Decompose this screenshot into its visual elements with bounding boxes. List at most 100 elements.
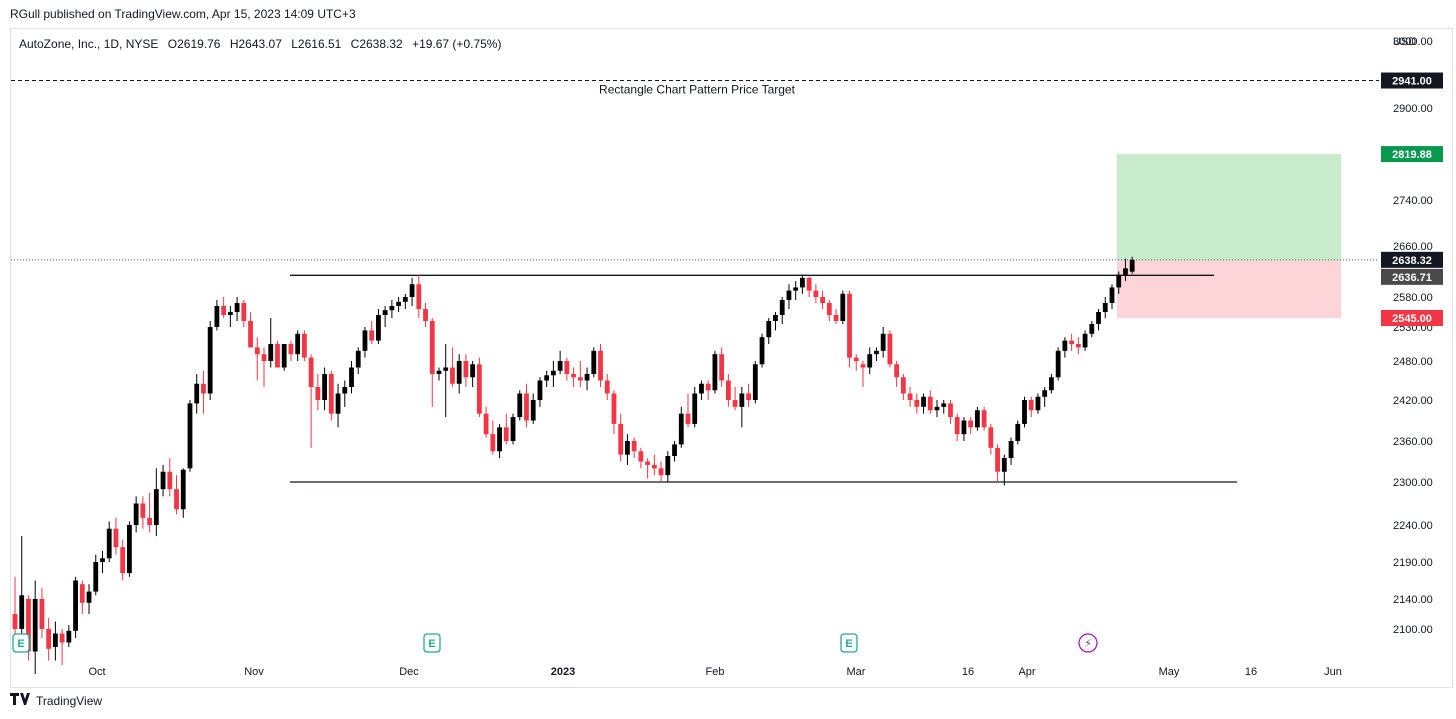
candle-body[interactable] bbox=[672, 444, 677, 457]
candle-body[interactable] bbox=[826, 303, 832, 315]
candle-body[interactable] bbox=[1022, 400, 1027, 424]
candle-body[interactable] bbox=[685, 413, 691, 424]
candle-body[interactable] bbox=[328, 374, 334, 414]
candle-body[interactable] bbox=[12, 614, 18, 629]
candle-body[interactable] bbox=[389, 306, 395, 311]
candle-body[interactable] bbox=[766, 321, 772, 338]
candle-body[interactable] bbox=[1082, 333, 1088, 348]
candle-body[interactable] bbox=[1096, 312, 1101, 324]
candle-body[interactable] bbox=[19, 595, 25, 629]
candle-body[interactable] bbox=[93, 562, 99, 592]
candle-body[interactable] bbox=[631, 441, 637, 452]
candle-body[interactable] bbox=[746, 393, 751, 401]
candle-body[interactable] bbox=[463, 361, 469, 378]
candle-body[interactable] bbox=[867, 354, 873, 368]
candle-body[interactable] bbox=[725, 380, 731, 401]
candle-body[interactable] bbox=[1055, 350, 1061, 378]
candle-body[interactable] bbox=[1015, 423, 1021, 441]
candle-body[interactable] bbox=[887, 333, 893, 365]
candle-body[interactable] bbox=[1035, 396, 1041, 411]
candle-body[interactable] bbox=[732, 400, 738, 407]
candle-body[interactable] bbox=[160, 471, 166, 490]
candle-body[interactable] bbox=[800, 277, 805, 288]
candle-body[interactable] bbox=[153, 489, 159, 525]
candle-body[interactable] bbox=[342, 387, 348, 394]
candle-body[interactable] bbox=[376, 315, 381, 341]
candle-body[interactable] bbox=[147, 517, 152, 525]
candle-body[interactable] bbox=[779, 300, 785, 315]
candle-body[interactable] bbox=[988, 427, 994, 448]
candle-body[interactable] bbox=[26, 599, 31, 652]
earnings-event-icon[interactable] bbox=[840, 633, 858, 653]
candle-body[interactable] bbox=[301, 333, 307, 358]
candle-body[interactable] bbox=[719, 354, 725, 381]
candle-body[interactable] bbox=[853, 357, 859, 361]
candle-body[interactable] bbox=[678, 413, 684, 445]
candle-body[interactable] bbox=[207, 327, 213, 394]
candle-body[interactable] bbox=[584, 374, 590, 381]
candle-body[interactable] bbox=[322, 374, 327, 400]
candle-body[interactable] bbox=[1028, 400, 1034, 411]
candle-body[interactable] bbox=[880, 333, 886, 351]
candle-body[interactable] bbox=[692, 393, 698, 424]
candle-body[interactable] bbox=[1062, 340, 1068, 351]
candle-body[interactable] bbox=[436, 370, 442, 374]
candle-body[interactable] bbox=[1102, 303, 1108, 312]
candle-body[interactable] bbox=[120, 547, 126, 574]
candle-body[interactable] bbox=[201, 383, 206, 394]
candle-body[interactable] bbox=[961, 420, 967, 435]
candle-body[interactable] bbox=[86, 591, 92, 603]
candle-body[interactable] bbox=[611, 393, 617, 424]
candle-body[interactable] bbox=[221, 306, 227, 315]
candle-body[interactable] bbox=[281, 344, 287, 368]
candle-body[interactable] bbox=[396, 301, 402, 306]
candle-body[interactable] bbox=[1069, 340, 1075, 344]
candle-body[interactable] bbox=[79, 584, 85, 603]
candle-body[interactable] bbox=[59, 633, 65, 643]
candle-body[interactable] bbox=[382, 310, 388, 315]
candle-body[interactable] bbox=[315, 387, 321, 400]
earnings-event-icon[interactable] bbox=[12, 633, 30, 653]
candle-body[interactable] bbox=[248, 321, 253, 348]
candle-body[interactable] bbox=[786, 290, 792, 300]
candle-body[interactable] bbox=[995, 447, 1000, 472]
candle-body[interactable] bbox=[456, 361, 462, 384]
candle-body[interactable] bbox=[927, 396, 933, 411]
candle-body[interactable] bbox=[793, 287, 799, 291]
candle-body[interactable] bbox=[833, 315, 839, 321]
candle-body[interactable] bbox=[705, 383, 711, 391]
take-profit-zone[interactable] bbox=[1117, 154, 1341, 261]
candle-body[interactable] bbox=[66, 630, 72, 643]
candle-body[interactable] bbox=[140, 503, 146, 518]
candle-body[interactable] bbox=[638, 451, 644, 462]
candle-body[interactable] bbox=[651, 464, 657, 469]
candle-body[interactable] bbox=[921, 396, 926, 407]
candle-body[interactable] bbox=[759, 337, 765, 365]
candle-body[interactable] bbox=[948, 403, 953, 418]
candle-body[interactable] bbox=[618, 423, 624, 455]
candle-body[interactable] bbox=[275, 344, 280, 368]
candle-body[interactable] bbox=[429, 321, 435, 374]
candle-body[interactable] bbox=[773, 315, 778, 321]
dividend-event-icon[interactable] bbox=[1078, 633, 1098, 653]
candle-body[interactable] bbox=[46, 629, 52, 649]
candle-body[interactable] bbox=[645, 461, 651, 465]
candle-body[interactable] bbox=[1089, 324, 1095, 334]
candle-body[interactable] bbox=[167, 471, 173, 490]
candle-body[interactable] bbox=[308, 357, 314, 387]
candle-body[interactable] bbox=[1075, 344, 1081, 348]
candle-body[interactable] bbox=[934, 406, 940, 411]
candle-body[interactable] bbox=[625, 441, 630, 455]
candle-body[interactable] bbox=[52, 633, 58, 648]
candle-body[interactable] bbox=[1042, 390, 1048, 397]
candle-body[interactable] bbox=[530, 400, 536, 421]
candle-body[interactable] bbox=[227, 312, 233, 315]
candle-body[interactable] bbox=[476, 364, 482, 414]
candle-body[interactable] bbox=[470, 364, 476, 378]
candle-body[interactable] bbox=[32, 599, 38, 652]
candle-body[interactable] bbox=[1001, 458, 1007, 472]
candle-body[interactable] bbox=[490, 434, 496, 452]
candle-body[interactable] bbox=[127, 525, 132, 574]
candle-body[interactable] bbox=[551, 370, 556, 376]
candle-body[interactable] bbox=[349, 367, 354, 388]
